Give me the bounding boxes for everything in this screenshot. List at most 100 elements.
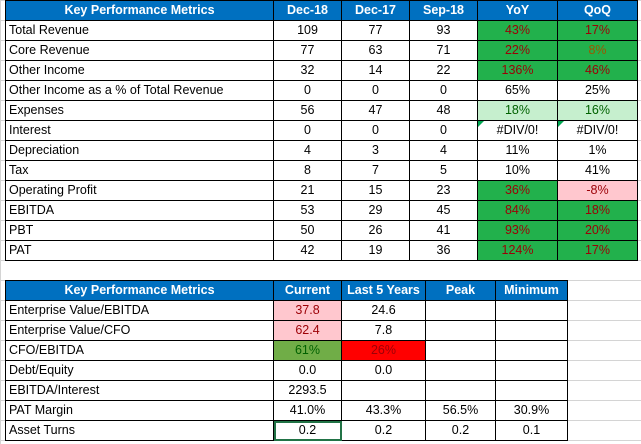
cell-current[interactable]: 61% (273, 340, 342, 361)
cell-dec17[interactable]: 77 (341, 20, 410, 41)
cell-label[interactable]: Total Revenue (5, 20, 274, 41)
cell-qoq[interactable]: 17% (557, 20, 638, 41)
cell-peak[interactable] (425, 320, 496, 341)
cell-qoq[interactable]: 46% (557, 60, 638, 81)
cell-dec17[interactable]: 14 (341, 60, 410, 81)
cell-sep18[interactable]: 5 (409, 160, 478, 181)
cell-qoq[interactable]: 41% (557, 160, 638, 181)
cell-minimum[interactable] (495, 360, 568, 381)
cell-last5[interactable] (341, 380, 426, 401)
cell-last5[interactable]: 24.6 (341, 300, 426, 321)
cell-dec17[interactable]: 47 (341, 100, 410, 121)
header-last-5-years[interactable]: Last 5 Years (341, 280, 426, 301)
cell-dec17[interactable]: 0 (341, 80, 410, 101)
cell-peak[interactable]: 56.5% (425, 400, 496, 421)
cell-sep18[interactable]: 45 (409, 200, 478, 221)
cell-dec17[interactable]: 7 (341, 160, 410, 181)
cell-label[interactable]: Core Revenue (5, 40, 274, 61)
cell-qoq[interactable]: 25% (557, 80, 638, 101)
cell-sep18[interactable]: 48 (409, 100, 478, 121)
cell-yoy[interactable]: 93% (477, 220, 558, 241)
cell-qoq[interactable]: 18% (557, 200, 638, 221)
cell-label[interactable]: Debt/Equity (5, 360, 274, 381)
cell-minimum[interactable] (495, 320, 568, 341)
cell-last5[interactable]: 7.8 (341, 320, 426, 341)
cell-last5[interactable]: 0.2 (341, 420, 426, 441)
cell-label[interactable]: Interest (5, 120, 274, 141)
cell-dec18[interactable]: 32 (273, 60, 342, 81)
header-minimum[interactable]: Minimum (495, 280, 568, 301)
cell-yoy[interactable]: 18% (477, 100, 558, 121)
header-dec17[interactable]: Dec-17 (341, 0, 410, 21)
cell-yoy[interactable]: 65% (477, 80, 558, 101)
cell-sep18[interactable]: 36 (409, 240, 478, 261)
cell-qoq[interactable]: #DIV/0! (557, 120, 638, 141)
cell-peak[interactable] (425, 360, 496, 381)
header-current[interactable]: Current (273, 280, 342, 301)
cell-sep18[interactable]: 93 (409, 20, 478, 41)
header-qoq[interactable]: QoQ (557, 0, 638, 21)
cell-current[interactable]: 41.0% (273, 400, 342, 421)
cell-dec18[interactable]: 77 (273, 40, 342, 61)
cell-peak[interactable] (425, 380, 496, 401)
cell-dec17[interactable]: 29 (341, 200, 410, 221)
cell-sep18[interactable]: 4 (409, 140, 478, 161)
cell-current[interactable]: 0.0 (273, 360, 342, 381)
cell-dec17[interactable]: 15 (341, 180, 410, 201)
cell-qoq[interactable]: 20% (557, 220, 638, 241)
cell-yoy[interactable]: 136% (477, 60, 558, 81)
cell-label[interactable]: EBITDA/Interest (5, 380, 274, 401)
cell-label[interactable]: Depreciation (5, 140, 274, 161)
cell-last5[interactable]: 26% (341, 340, 426, 361)
cell-dec18[interactable]: 56 (273, 100, 342, 121)
cell-yoy[interactable]: 11% (477, 140, 558, 161)
cell-label[interactable]: Expenses (5, 100, 274, 121)
cell-sep18[interactable]: 22 (409, 60, 478, 81)
cell-current[interactable]: 62.4 (273, 320, 342, 341)
cell-yoy[interactable]: 43% (477, 20, 558, 41)
cell-qoq[interactable]: -8% (557, 180, 638, 201)
cell-qoq[interactable]: 17% (557, 240, 638, 261)
cell-dec18[interactable]: 109 (273, 20, 342, 41)
cell-dec18[interactable]: 42 (273, 240, 342, 261)
cell-minimum[interactable]: 0.1 (495, 420, 568, 441)
cell-current-selected[interactable]: 0.2 (273, 420, 342, 441)
cell-dec18[interactable]: 0 (273, 120, 342, 141)
cell-peak[interactable]: 0.2 (425, 420, 496, 441)
cell-minimum[interactable] (495, 340, 568, 361)
cell-dec17[interactable]: 19 (341, 240, 410, 261)
cell-label[interactable]: Other Income as a % of Total Revenue (5, 80, 274, 101)
cell-sep18[interactable]: 41 (409, 220, 478, 241)
cell-dec17[interactable]: 0 (341, 120, 410, 141)
cell-label[interactable]: PBT (5, 220, 274, 241)
header-metric[interactable]: Key Performance Metrics (5, 0, 274, 21)
cell-qoq[interactable]: 8% (557, 40, 638, 61)
cell-label[interactable]: Asset Turns (5, 420, 274, 441)
cell-peak[interactable] (425, 300, 496, 321)
cell-current[interactable]: 37.8 (273, 300, 342, 321)
cell-label[interactable]: EBITDA (5, 200, 274, 221)
cell-dec17[interactable]: 3 (341, 140, 410, 161)
header-peak[interactable]: Peak (425, 280, 496, 301)
cell-dec18[interactable]: 53 (273, 200, 342, 221)
cell-yoy[interactable]: 22% (477, 40, 558, 61)
cell-sep18[interactable]: 0 (409, 120, 478, 141)
cell-label[interactable]: PAT (5, 240, 274, 261)
cell-label[interactable]: Other Income (5, 60, 274, 81)
cell-yoy[interactable]: 84% (477, 200, 558, 221)
cell-label[interactable]: Enterprise Value/EBITDA (5, 300, 274, 321)
cell-label[interactable]: Tax (5, 160, 274, 181)
cell-yoy[interactable]: 10% (477, 160, 558, 181)
header-metric[interactable]: Key Performance Metrics (5, 280, 274, 301)
cell-dec18[interactable]: 4 (273, 140, 342, 161)
header-dec18[interactable]: Dec-18 (273, 0, 342, 21)
cell-peak[interactable] (425, 340, 496, 361)
cell-sep18[interactable]: 71 (409, 40, 478, 61)
cell-yoy[interactable]: 124% (477, 240, 558, 261)
cell-dec18[interactable]: 21 (273, 180, 342, 201)
cell-last5[interactable]: 43.3% (341, 400, 426, 421)
cell-yoy[interactable]: 36% (477, 180, 558, 201)
cell-label[interactable]: CFO/EBITDA (5, 340, 274, 361)
cell-label[interactable]: Enterprise Value/CFO (5, 320, 274, 341)
cell-dec18[interactable]: 0 (273, 80, 342, 101)
